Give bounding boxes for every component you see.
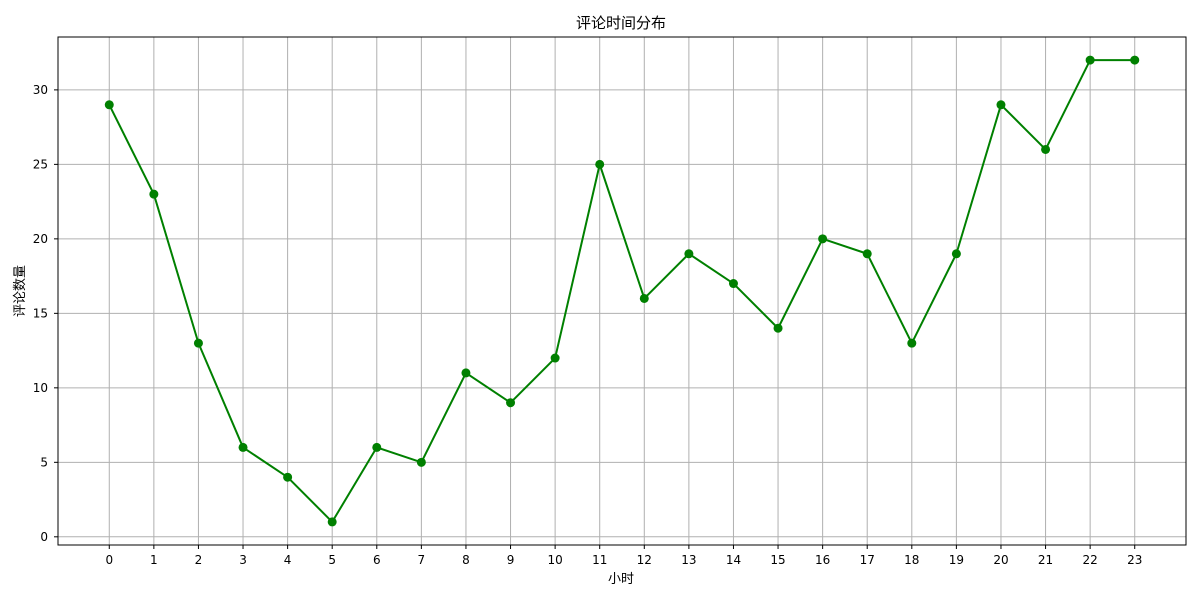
data-point [996, 100, 1006, 110]
series-line [108, 59, 1135, 523]
plot-frame [57, 36, 1187, 546]
data-point [506, 398, 516, 408]
x-tick-label: 14 [726, 553, 741, 567]
x-tick-label: 8 [462, 553, 470, 567]
x-tick-label: 11 [592, 553, 607, 567]
x-tick-label: 2 [195, 553, 203, 567]
data-point [461, 368, 471, 378]
x-tick-label: 23 [1127, 553, 1142, 567]
x-tick-label: 20 [993, 553, 1008, 567]
data-point [1085, 55, 1095, 65]
data-point [327, 517, 337, 527]
x-tick-label: 0 [105, 553, 113, 567]
grid [58, 37, 1186, 545]
data-point [907, 338, 917, 348]
data-point [550, 353, 560, 363]
x-tick-label: 15 [770, 553, 785, 567]
x-tick-label: 21 [1038, 553, 1053, 567]
series [104, 55, 1140, 527]
data-point [728, 279, 738, 289]
x-axis-title: 小时 [608, 572, 634, 587]
data-point [193, 338, 203, 348]
x-tick-label: 5 [328, 553, 336, 567]
x-tick-label: 13 [681, 553, 696, 567]
x-tick-label: 7 [418, 553, 426, 567]
y-tick-label: 15 [33, 306, 48, 320]
data-point [684, 249, 694, 259]
data-point [862, 249, 872, 259]
x-tick-label: 10 [547, 553, 562, 567]
y-axis-title: 评论数量 [13, 265, 28, 317]
y-tick-label: 10 [33, 381, 48, 395]
data-point [104, 100, 114, 110]
chart-title: 评论时间分布 [576, 14, 666, 32]
data-point [773, 323, 783, 333]
data-point [951, 249, 961, 259]
x-tick-label: 6 [373, 553, 381, 567]
y-tick-label: 30 [33, 83, 48, 97]
data-point [149, 189, 159, 199]
y-tick-label: 5 [40, 455, 48, 469]
data-point [595, 159, 605, 169]
data-point [372, 442, 382, 452]
x-tick-label: 1 [150, 553, 158, 567]
x-tick-label: 19 [949, 553, 964, 567]
data-point [1041, 144, 1051, 154]
x-tick-label: 17 [860, 553, 875, 567]
y-axis: 0 5 10 15 20 25 30 [33, 83, 58, 544]
data-point [1130, 55, 1140, 65]
x-axis: 0 1 2 3 4 5 6 7 8 9 10 11 12 13 14 15 16 17 18 19 20 21 22 23 [105, 545, 1142, 567]
y-tick-label: 25 [33, 157, 48, 171]
data-point [416, 457, 426, 467]
x-tick-label: 16 [815, 553, 830, 567]
y-tick-label: 20 [33, 232, 48, 246]
data-point [818, 234, 828, 244]
x-tick-label: 3 [239, 553, 247, 567]
x-tick-label: 22 [1083, 553, 1098, 567]
data-point [238, 442, 248, 452]
x-tick-label: 9 [507, 553, 515, 567]
x-tick-label: 4 [284, 553, 292, 567]
y-tick-label: 0 [40, 530, 48, 544]
x-tick-label: 12 [637, 553, 652, 567]
data-point [639, 293, 649, 303]
x-tick-label: 18 [904, 553, 919, 567]
data-point [283, 472, 293, 482]
